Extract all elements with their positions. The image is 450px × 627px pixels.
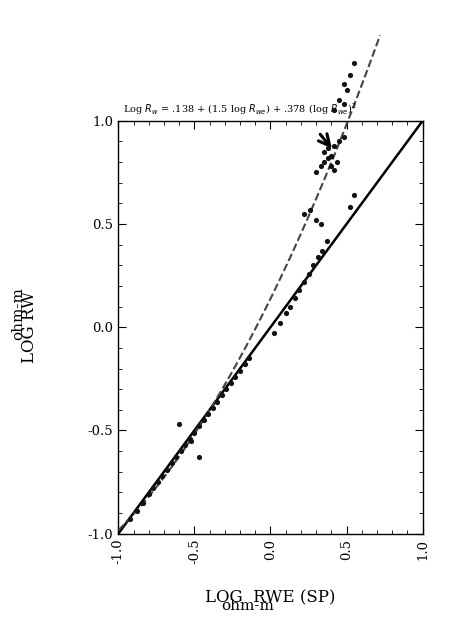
Point: [306, 204, 314, 214]
Point: [300, 209, 307, 219]
Point: [282, 308, 289, 318]
Point: [236, 366, 243, 376]
Point: [276, 318, 283, 328]
Point: [323, 236, 330, 246]
Point: [328, 161, 335, 171]
Point: [195, 452, 203, 462]
Point: [328, 151, 335, 161]
Point: [346, 203, 353, 213]
Text: Log $R_w$ = .138 + (1.5 log $R_{we}$) + .378 (log $R_{we}$)$^2$: Log $R_w$ = .138 + (1.5 log $R_{we}$) + …: [123, 101, 356, 117]
Point: [270, 329, 277, 339]
Point: [204, 409, 212, 419]
Point: [340, 132, 347, 142]
Point: [133, 506, 140, 516]
Point: [188, 436, 195, 446]
Point: [340, 99, 347, 109]
Point: [325, 142, 332, 152]
Point: [334, 157, 341, 167]
Point: [317, 161, 324, 171]
Point: [305, 268, 312, 278]
Point: [314, 252, 321, 262]
Point: [172, 452, 180, 462]
Point: [227, 378, 234, 388]
Point: [320, 147, 327, 157]
Point: [139, 498, 146, 508]
Point: [310, 260, 317, 270]
Point: [214, 396, 221, 406]
Point: [163, 465, 171, 475]
Point: [177, 446, 184, 456]
Point: [209, 403, 216, 413]
Point: [218, 391, 225, 401]
Point: [335, 137, 342, 147]
Point: [331, 140, 338, 150]
Point: [191, 428, 198, 438]
Point: [200, 415, 207, 425]
Point: [232, 372, 239, 382]
Point: [291, 293, 298, 303]
Point: [325, 153, 332, 163]
X-axis label: LOG  RWE (SP): LOG RWE (SP): [205, 589, 336, 606]
Point: [241, 359, 248, 369]
Point: [346, 70, 353, 80]
Point: [195, 421, 203, 431]
Point: [300, 277, 307, 287]
Point: [335, 95, 342, 105]
Point: [168, 458, 175, 468]
Point: [343, 85, 350, 95]
Point: [319, 246, 326, 256]
Point: [313, 215, 320, 225]
Point: [317, 219, 324, 229]
Point: [296, 285, 303, 295]
Point: [176, 419, 183, 429]
Point: [331, 105, 338, 115]
Point: [340, 78, 347, 88]
Point: [127, 514, 134, 524]
Text: ohm-m: ohm-m: [11, 287, 25, 340]
Point: [320, 157, 327, 167]
Point: [154, 477, 162, 487]
Point: [287, 302, 294, 312]
Point: [145, 490, 153, 500]
Point: [159, 471, 166, 481]
Point: [351, 190, 358, 200]
Point: [313, 167, 320, 177]
Point: [182, 440, 189, 450]
Y-axis label: LOG RW: LOG RW: [21, 291, 38, 363]
Point: [246, 353, 253, 363]
Point: [331, 166, 338, 176]
Point: [186, 434, 194, 444]
Point: [351, 58, 358, 68]
Point: [223, 384, 230, 394]
Text: ohm-m: ohm-m: [221, 599, 274, 613]
Point: [150, 483, 157, 493]
